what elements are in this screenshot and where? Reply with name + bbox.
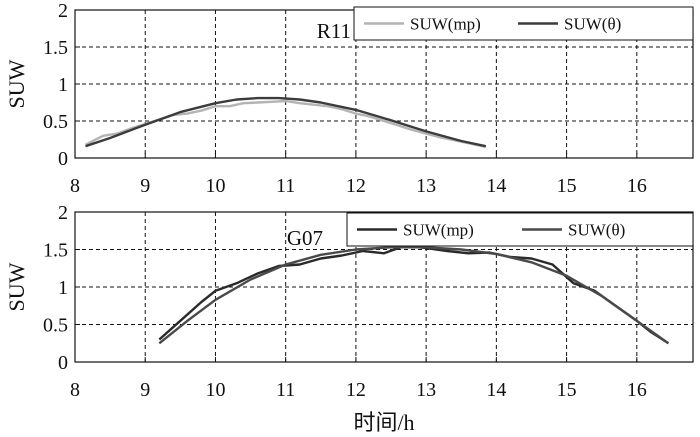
x-tick-label: 15 [557,175,577,197]
chart-panel-g07: 8 9 10 11 12 13 14 15 16 0 0.5 1 1.5 2 SUW G07 SUW(mp) SU… [4,202,694,435]
x-tick-label: 16 [627,379,647,401]
series-line-suw-theta [85,96,487,148]
legend-label-suw-mp: SUW(mp) [403,221,474,240]
y-tick-label: 1.5 [43,240,68,262]
x-tick-label: 14 [486,175,506,197]
x-tick-label: 14 [486,379,506,401]
x-tick-label: 8 [70,379,80,401]
y-tick-label: 0 [58,148,68,170]
x-tick-label: 16 [627,175,647,197]
y-tick-label: 1 [58,277,68,299]
x-tick-label: 8 [70,175,80,197]
y-axis-label: SUW [4,262,29,311]
y-axis-label: SUW [4,59,29,108]
y-tick-label: 1 [58,74,68,96]
x-tick-label: 12 [346,175,366,197]
legend-box [346,212,694,247]
y-tick-label: 0 [58,352,68,374]
panel-label: R11 [317,19,351,43]
x-tick-label: 11 [276,175,295,197]
y-tick-label: 0.5 [43,315,68,337]
legend-label-suw-theta: SUW(θ) [568,221,625,240]
x-tick-label: 15 [557,379,577,401]
legend-label-suw-mp: SUW(mp) [410,15,481,34]
x-tick-label: 11 [276,379,295,401]
y-tick-label: 0.5 [43,111,68,133]
x-tick-label: 13 [416,175,436,197]
series-line-suw-mp [158,244,670,345]
x-tick-label: 12 [346,379,366,401]
x-tick-label: 10 [205,175,225,197]
y-tick-label: 1.5 [43,37,68,59]
y-tick-label: 2 [58,202,68,224]
chart-panel-r11: 8 9 10 11 12 13 14 15 16 0 0.5 1 1.5 2 SUW R11 SUW(mp) SU… [4,0,694,197]
panel-label: G07 [287,226,323,250]
x-tick-label: 9 [140,379,150,401]
y-tick-label: 2 [58,0,68,22]
x-tick-label: 9 [140,175,150,197]
x-axis-label: 时间/h [353,410,414,435]
series-line-suw-theta [158,246,670,345]
x-tick-label: 13 [416,379,436,401]
x-tick-label: 10 [205,379,225,401]
legend-label-suw-theta: SUW(θ) [564,15,621,34]
